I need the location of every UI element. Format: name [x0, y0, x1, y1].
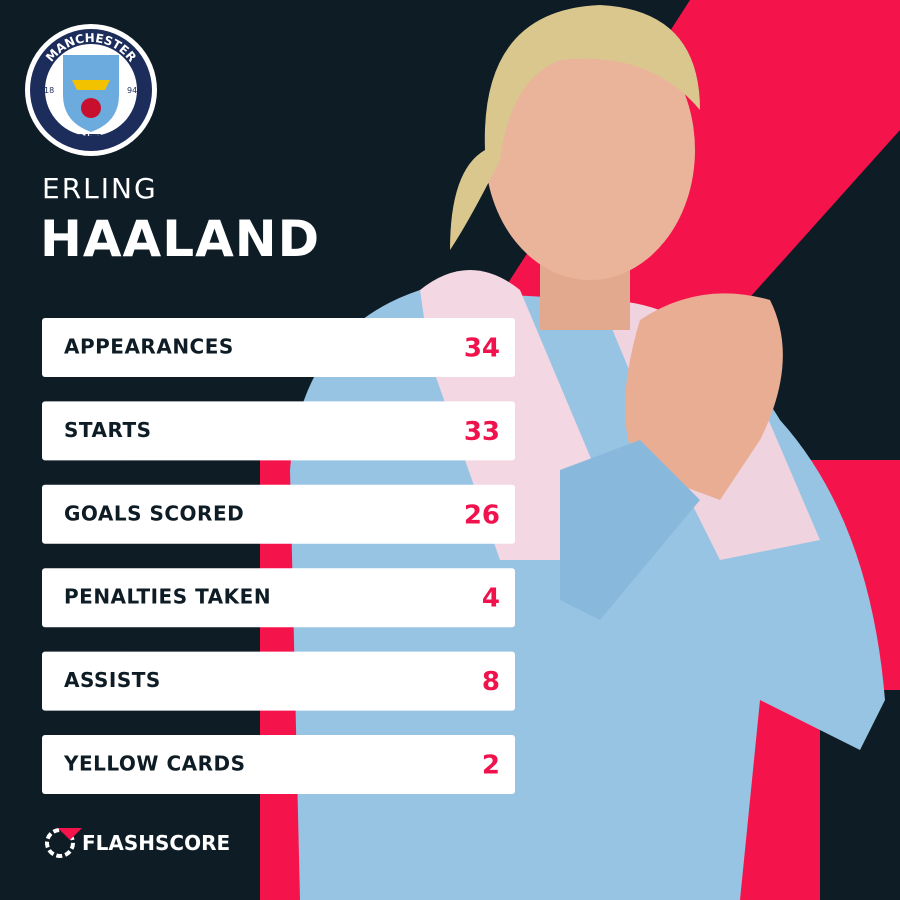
first-name: ERLING [42, 172, 158, 205]
brand-logo: FLASHSCORE [45, 828, 230, 858]
head [485, 20, 695, 280]
brand-name: FLASHSCORE [82, 831, 230, 855]
stat-label: ASSISTS [64, 668, 161, 692]
brand-icon [45, 828, 75, 858]
stat-value: 2 [482, 751, 500, 781]
stat-row [42, 401, 515, 461]
stat-value: 4 [482, 584, 500, 614]
stat-value: 26 [464, 500, 500, 530]
stats-table: APPEARANCES 34 STARTS 33 GOALS SCORED 26 PENAL… [42, 318, 515, 794]
arm [560, 440, 700, 620]
hair [450, 5, 700, 250]
stat-row [42, 318, 515, 377]
stat-value: 33 [464, 417, 500, 447]
club-badge: MANCHESTER CITY 18 94 [25, 24, 157, 156]
stat-label: PENALTIES TAKEN [64, 585, 271, 609]
last-name: HAALAND [40, 210, 320, 268]
badge-bottom-text: CITY [75, 133, 108, 148]
brand-icon-accent [58, 828, 82, 840]
badge-year-left: 18 [44, 86, 54, 95]
stat-label: APPEARANCES [64, 335, 234, 359]
stat-label: STARTS [64, 418, 152, 442]
stat-value: 8 [482, 667, 500, 697]
stat-row [42, 568, 515, 628]
badge-year-right: 94 [127, 86, 137, 95]
stat-label: YELLOW CARDS [63, 752, 246, 776]
stat-row [42, 484, 515, 544]
hands [625, 293, 783, 500]
stat-label: GOALS SCORED [64, 501, 244, 525]
stat-value: 34 [464, 334, 500, 364]
stat-row [42, 651, 515, 711]
stat-row [42, 735, 515, 794]
badge-rose [81, 98, 101, 118]
badge-ship [72, 80, 110, 90]
badge-shield [63, 55, 119, 132]
